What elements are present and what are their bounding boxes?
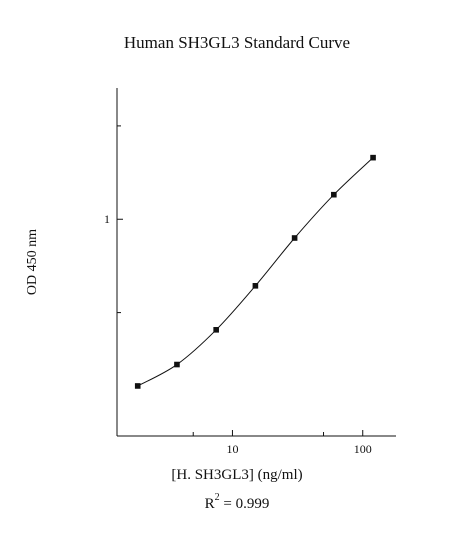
data-point xyxy=(370,154,376,161)
data-point xyxy=(213,327,219,333)
x-tick-label: 100 xyxy=(354,442,372,456)
r-squared-annotation: R2 = 0.999 xyxy=(0,492,474,513)
r2-exponent: 2 xyxy=(214,492,220,503)
r2-value: = 0.999 xyxy=(219,496,270,512)
x-tick-label: 10 xyxy=(226,442,238,456)
r2-prefix: R xyxy=(204,496,215,512)
data-point xyxy=(331,191,337,198)
data-point xyxy=(252,283,259,289)
data-point xyxy=(291,235,298,241)
data-point xyxy=(134,383,141,389)
standard-curve-line xyxy=(137,157,374,387)
chart-title: Human SH3GL3 Standard Curve xyxy=(123,33,351,52)
data-point xyxy=(174,361,180,368)
x-axis-label: [H. SH3GL3] (ng/ml) xyxy=(171,467,303,483)
y-axis-label: OD 450 nm xyxy=(25,228,40,296)
y-tick-label: 1 xyxy=(104,212,110,226)
